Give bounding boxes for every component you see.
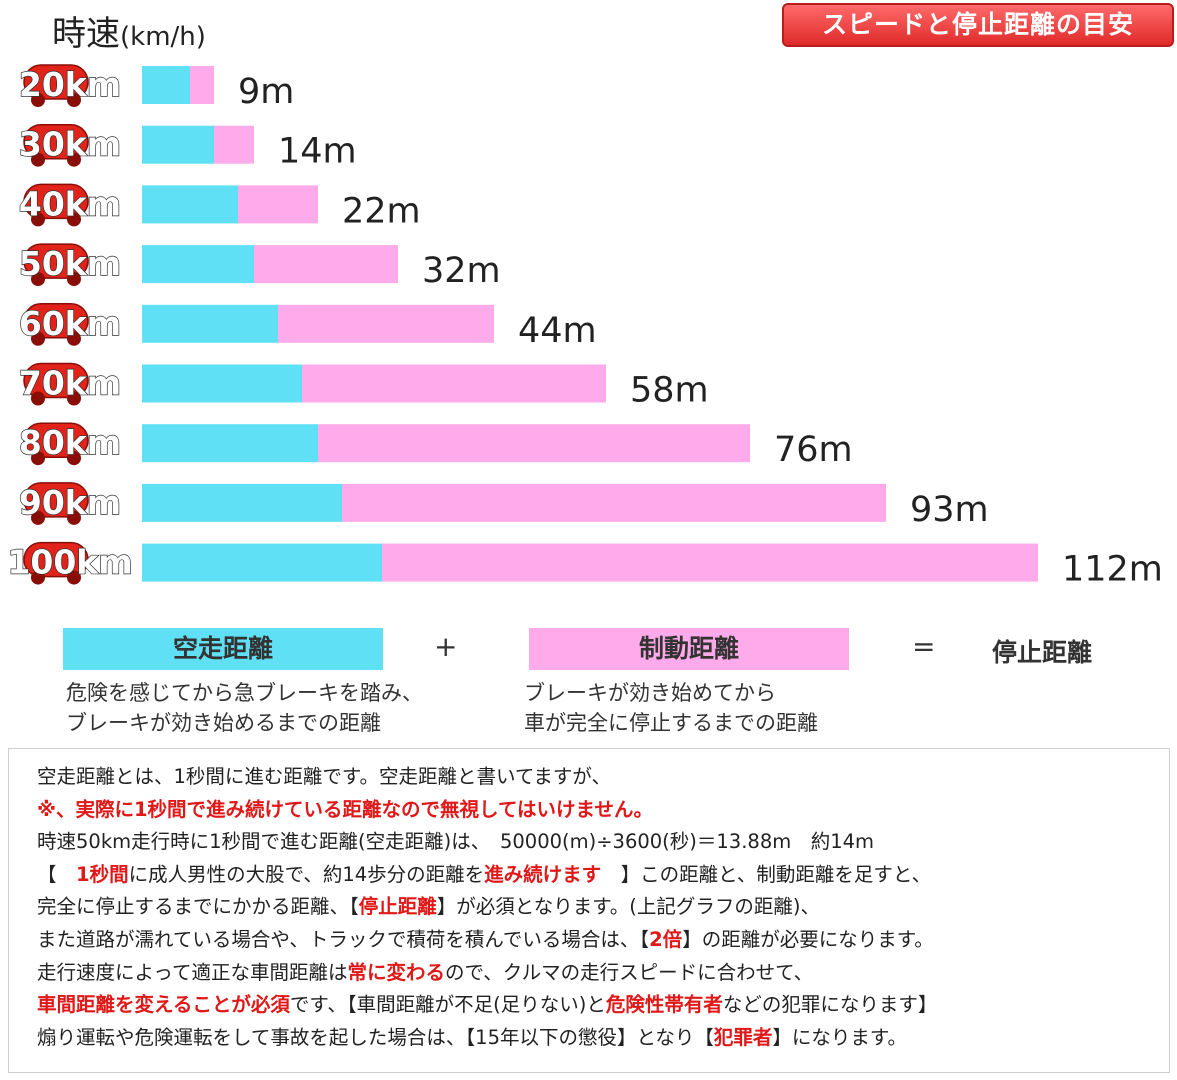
bar-reaction-distance — [142, 543, 382, 582]
speed-category-label: 20km — [19, 65, 121, 104]
note-line-3: 時速50km走行時に1秒間で進む距離(空走距離)は、 50000(m)÷3600… — [37, 830, 875, 854]
bar-braking-distance — [318, 424, 750, 463]
car-icon — [23, 362, 89, 399]
speed-category-label: 50km — [19, 244, 121, 283]
explanation-notes: 空走距離とは、1秒間に進む距離です。空走距離と書いてますが、 ※、実際に1秒間で… — [8, 748, 1170, 1073]
car-wheel-icon — [67, 93, 81, 107]
legend-reaction-description: 危険を感じてから急ブレーキを踏み、 ブレーキが効き始めるまでの距離 — [66, 681, 423, 735]
bar-reaction-distance — [142, 125, 214, 164]
bar-braking-distance — [190, 66, 214, 104]
note-line-1: 空走距離とは、1秒間に進む距離です。空走距離と書いてますが、 — [37, 765, 612, 788]
car-wheel-icon — [31, 331, 45, 346]
car-wheel-icon — [67, 272, 81, 287]
speed-category-label: 90km — [19, 483, 121, 522]
car-wheel-icon — [67, 510, 81, 525]
stopping-distance-label: 32m — [422, 251, 501, 291]
car-wheel-icon — [67, 391, 81, 406]
note-line-2: ※、実際に1秒間で進み続けている距離なので無視してはいけません。 — [37, 797, 653, 821]
note-line-6: また道路が濡れている場合や、トラックで積荷を積んでいる場合は、【2倍】の距離が必… — [37, 927, 934, 951]
car-wheel-icon — [31, 570, 45, 585]
bar-braking-distance — [254, 245, 398, 284]
speed-category-label: 40km — [19, 184, 121, 223]
car-icon — [23, 123, 89, 160]
car-icon — [23, 541, 89, 578]
bar-reaction-distance — [142, 483, 342, 522]
bar-reaction-distance — [142, 304, 278, 343]
car-wheel-icon — [67, 212, 81, 227]
legend-stopping-label: 停止距離 — [992, 638, 1093, 667]
speed-category-label: 70km — [19, 364, 121, 403]
bar-braking-distance — [238, 185, 318, 224]
bar-braking-distance — [342, 483, 886, 522]
speed-category-label: 80km — [19, 423, 121, 462]
car-wheel-icon — [67, 570, 81, 585]
note-line-4: 【 1秒間に成人男性の大股で、約14歩分の距離を進み続けます 】この距離と、制動… — [37, 862, 932, 886]
bar-reaction-distance — [142, 424, 318, 463]
car-icon — [23, 422, 89, 458]
car-wheel-icon — [31, 272, 45, 287]
stopping-distance-label: 22m — [342, 191, 421, 231]
car-wheel-icon — [67, 152, 81, 167]
legend-braking-description: ブレーキが効き始めてから 車が完全に停止するまでの距離 — [524, 681, 818, 735]
note-line-5: 完全に停止するまでにかかる距離、【停止距離】が必須となります。(上記グラフの距離… — [37, 895, 820, 919]
legend-braking-swatch: 制動距離 — [529, 628, 849, 670]
bar-braking-distance — [382, 543, 1038, 582]
chart-title-badge: スピードと停止距離の目安 — [782, 3, 1174, 47]
car-icon — [23, 303, 89, 339]
note-line-9: 煽り運転や危険運転をして事故を起した場合は、【15年以下の懲役】となり【犯罪者】… — [37, 1025, 907, 1049]
speed-category-label: 30km — [19, 125, 121, 164]
car-wheel-icon — [31, 451, 45, 466]
stopping-distance-label: 76m — [774, 430, 853, 470]
car-wheel-icon — [31, 391, 45, 406]
car-wheel-icon — [67, 451, 81, 466]
stopping-distance-label: 44m — [518, 311, 597, 351]
bar-braking-distance — [302, 364, 606, 403]
axis-unit-label: 時速(km/h) — [52, 14, 206, 54]
legend-plus-sign: + — [434, 630, 458, 663]
bar-braking-distance — [278, 304, 494, 343]
car-wheel-icon — [31, 152, 45, 167]
note-line-8: 車間距離を変えることが必須です、【車間距離が不足(足りない)と危険性帯有者などの… — [37, 993, 938, 1017]
car-icon — [23, 183, 89, 220]
note-line-7: 走行速度によって適正な車間距離は常に変わるので、クルマの走行スピードに合わせて、 — [37, 960, 814, 984]
car-icon — [23, 243, 89, 279]
car-wheel-icon — [31, 212, 45, 227]
car-wheel-icon — [67, 331, 81, 346]
bar-reaction-distance — [142, 364, 302, 403]
bar-reaction-distance — [142, 66, 190, 104]
stopping-distance-label: 14m — [278, 132, 357, 172]
bar-braking-distance — [214, 125, 254, 164]
stopping-distance-label: 58m — [630, 371, 709, 411]
car-wheel-icon — [31, 510, 45, 525]
stopping-distance-chart: 20km 9m 30km 14m 40km 22m 50km 32m 60km 44m 70km 58… — [7, 64, 1163, 590]
car-icon — [23, 64, 89, 100]
car-icon — [23, 482, 89, 518]
legend-equals-sign: = — [912, 630, 936, 663]
bar-reaction-distance — [142, 245, 254, 284]
stopping-distance-label: 112m — [1062, 550, 1163, 590]
car-wheel-icon — [31, 93, 45, 107]
legend-reaction-swatch: 空走距離 — [63, 628, 383, 670]
speed-category-label: 60km — [19, 304, 121, 343]
speed-category-label: 100km — [7, 543, 132, 582]
stopping-distance-label: 9m — [238, 72, 294, 112]
stopping-distance-label: 93m — [910, 490, 989, 530]
bar-reaction-distance — [142, 185, 238, 224]
